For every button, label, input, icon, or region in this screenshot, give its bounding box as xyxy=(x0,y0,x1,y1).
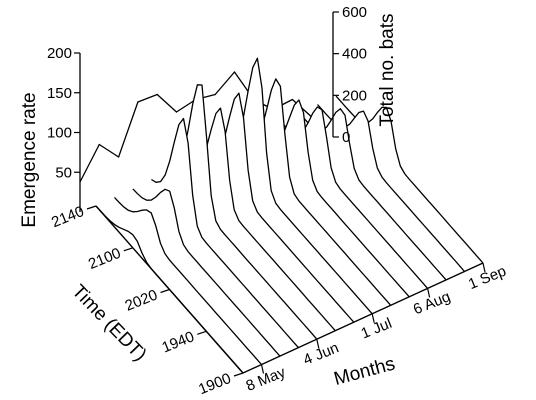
month-tick xyxy=(260,364,265,374)
z-tick-label: 150 xyxy=(47,85,72,102)
emergence-profile xyxy=(224,57,373,315)
month-tick xyxy=(427,288,431,298)
emergence-profile-fill xyxy=(169,84,317,340)
time-tick-label: 1940 xyxy=(159,328,196,356)
month-tick-label: 8 May xyxy=(244,364,289,395)
emergence-profile xyxy=(261,99,410,298)
emergence-profile-fill xyxy=(280,106,428,289)
emergence-profile-fill xyxy=(114,197,262,365)
emergence-profile-fill xyxy=(262,100,410,297)
total-tick-label: 0 xyxy=(342,129,350,146)
month-tick xyxy=(316,339,320,349)
z-tick-label: 50 xyxy=(55,164,72,181)
emergence-profile xyxy=(132,188,281,357)
time-tick-label: 2020 xyxy=(123,286,160,314)
total-bats-line xyxy=(79,71,332,183)
total-tick-label: 600 xyxy=(342,4,367,21)
time-tick xyxy=(233,372,244,377)
emergence-profile-fill xyxy=(206,93,354,323)
emergence-profile-fill xyxy=(225,58,373,314)
time-tick xyxy=(123,247,133,252)
time-tick-label: 2140 xyxy=(49,203,86,231)
time-tick xyxy=(197,330,207,335)
emergence-profile-fill xyxy=(243,78,391,306)
z-axis-title: Emergence rate xyxy=(19,92,40,227)
emergence-profile-fill xyxy=(299,108,447,280)
emergence-profiles xyxy=(95,57,484,374)
z-tick-label: 100 xyxy=(47,125,72,142)
total-axis-title: Total no. bats xyxy=(377,13,398,126)
total-tick-label: 200 xyxy=(342,87,367,104)
emergence-profile xyxy=(206,92,355,323)
emergence-profile-fill xyxy=(188,108,336,331)
time-tick xyxy=(86,205,97,210)
emergence-profile xyxy=(114,196,262,365)
month-tick xyxy=(371,313,375,323)
emergence-profile xyxy=(169,84,318,340)
z-tick-label: 200 xyxy=(47,45,72,62)
months-axis-title: Months xyxy=(332,353,398,389)
total-tick-label: 400 xyxy=(342,46,367,63)
emergence-profile xyxy=(151,117,299,349)
time-tick-label: 1900 xyxy=(196,370,233,398)
emergence-profile xyxy=(243,78,392,306)
month-tick-label: 1 Jul xyxy=(359,315,395,343)
time-tick xyxy=(160,288,170,294)
emergence-profile xyxy=(187,107,336,332)
time-tick-label: 2100 xyxy=(86,245,123,273)
emergence-profile-fill xyxy=(151,118,299,348)
month-tick xyxy=(482,262,486,273)
months-axis-line xyxy=(242,262,484,374)
